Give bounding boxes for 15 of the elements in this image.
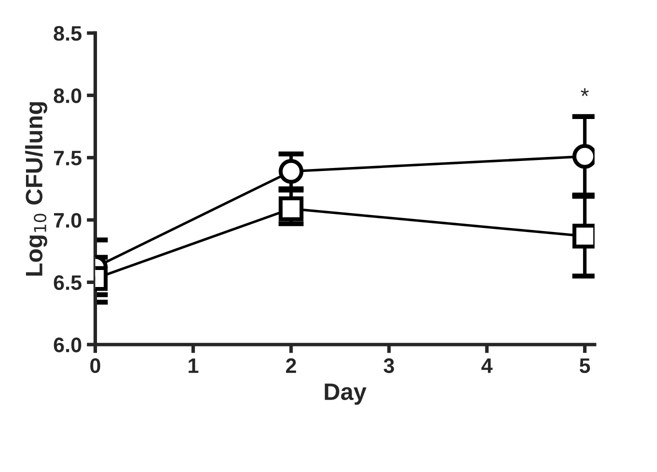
y-tick-label: 7.5: [54, 150, 82, 166]
y-tick-label: 8.0: [54, 88, 82, 104]
x-tick-label: 1: [188, 358, 198, 373]
y-axis-title: Log$_{10}$ CFU/lung: [25, 102, 48, 276]
y-tick-label: 6.0: [54, 338, 82, 352]
y-tick-label: 7.0: [54, 212, 82, 228]
y-tick-label: 8.5: [54, 26, 82, 41]
y-tick-label: 6.5: [54, 275, 82, 290]
annotation: *: [580, 88, 589, 96]
x-tick-label: 3: [384, 358, 394, 374]
x-tick-label: 4: [481, 358, 493, 373]
x-tick-label: 2: [286, 358, 296, 373]
x-tick-label: 0: [90, 358, 100, 374]
x-axis-title: Day: [324, 384, 366, 405]
x-tick-label: 5: [580, 358, 590, 374]
